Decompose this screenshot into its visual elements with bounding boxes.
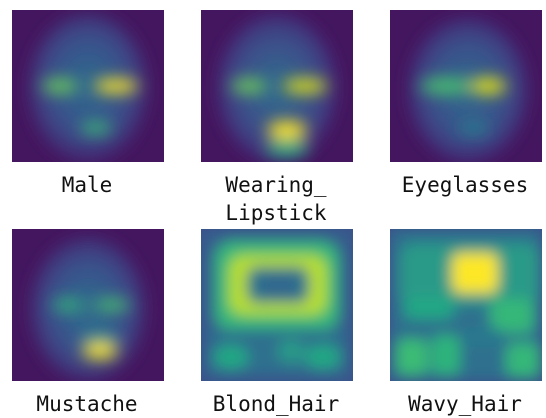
saliency-map-mustache <box>12 229 164 381</box>
label-wavy-hair: Wavy_Hair <box>408 392 522 416</box>
saliency-map-blond-hair <box>201 229 353 381</box>
label-wearing-lipstick: Wearing_ Lipstick <box>225 173 327 225</box>
heatmap-blond-hair <box>201 229 353 381</box>
saliency-map-male <box>12 10 164 162</box>
heatmap-mustache <box>12 229 164 381</box>
heatmap-eyeglasses <box>390 10 542 162</box>
label-eyeglasses: Eyeglasses <box>401 173 529 197</box>
saliency-map-wavy-hair <box>390 229 542 381</box>
label-mustache: Mustache <box>36 392 138 416</box>
saliency-map-eyeglasses <box>390 10 542 162</box>
heatmap-wavy-hair <box>390 229 542 381</box>
heatmap-male <box>12 10 164 162</box>
label-blond-hair: Blond_Hair <box>212 392 340 416</box>
saliency-map-wearing-lipstick <box>201 10 353 162</box>
heatmap-wearing-lipstick <box>201 10 353 162</box>
label-male: Male <box>61 173 113 197</box>
